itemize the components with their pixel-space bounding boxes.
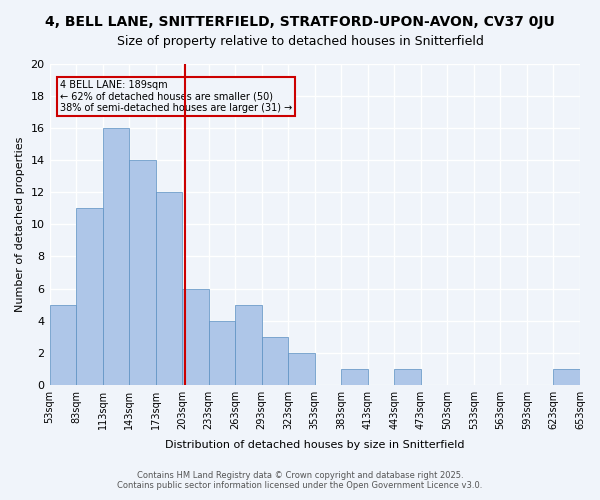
Text: 4, BELL LANE, SNITTERFIELD, STRATFORD-UPON-AVON, CV37 0JU: 4, BELL LANE, SNITTERFIELD, STRATFORD-UP… xyxy=(45,15,555,29)
Bar xyxy=(103,128,129,385)
X-axis label: Distribution of detached houses by size in Snitterfield: Distribution of detached houses by size … xyxy=(165,440,464,450)
Bar xyxy=(262,336,288,385)
Y-axis label: Number of detached properties: Number of detached properties xyxy=(15,136,25,312)
Bar xyxy=(209,320,235,385)
Bar xyxy=(50,304,76,385)
Bar xyxy=(129,160,155,385)
Text: 4 BELL LANE: 189sqm
← 62% of detached houses are smaller (50)
38% of semi-detach: 4 BELL LANE: 189sqm ← 62% of detached ho… xyxy=(60,80,292,113)
Text: Size of property relative to detached houses in Snitterfield: Size of property relative to detached ho… xyxy=(116,35,484,48)
Bar xyxy=(553,368,580,385)
Bar xyxy=(341,368,368,385)
Bar xyxy=(288,352,315,385)
Bar xyxy=(76,208,103,385)
Bar xyxy=(394,368,421,385)
Text: Contains HM Land Registry data © Crown copyright and database right 2025.
Contai: Contains HM Land Registry data © Crown c… xyxy=(118,470,482,490)
Bar xyxy=(155,192,182,385)
Bar xyxy=(235,304,262,385)
Bar xyxy=(182,288,209,385)
